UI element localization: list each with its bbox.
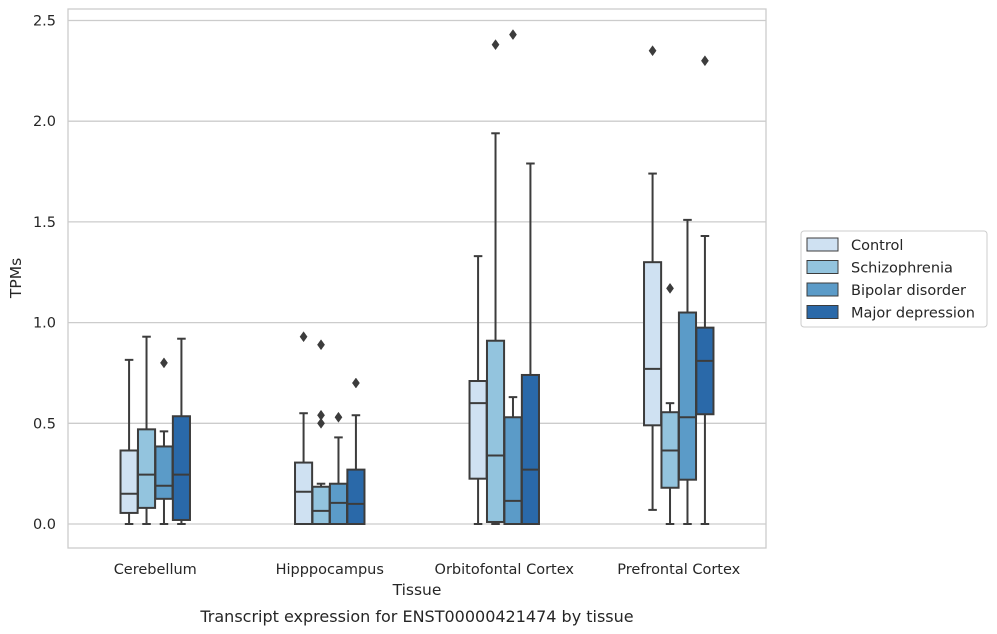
legend-frame [800,230,988,328]
legend-label: Control [851,238,903,254]
y-axis-label: TPMs [7,258,25,299]
box-3-0 [643,45,663,511]
iqr-box [485,339,506,523]
iqr-box [154,445,174,500]
box-0-1 [136,335,157,525]
box-1-0 [294,331,314,525]
x-tick-label: Orbitofontal Cortex [435,562,575,578]
outlier-point [701,55,709,67]
legend-swatch [806,260,839,274]
legend-swatch [806,282,839,297]
legend-swatch [806,305,839,319]
iqr-box [311,485,331,525]
box-2-0 [468,255,488,525]
x-tick-label: Hipppocampus [276,562,384,578]
legend: Control Schizophrenia Bipolar disorder Majo… [800,230,988,328]
box-1-1 [311,339,331,525]
box-2-2 [503,29,523,525]
y-tick-label: 0.5 [33,416,56,432]
iqr-box [119,449,139,514]
outlier-point [317,409,325,421]
box-2-3 [520,162,540,525]
outlier-point [334,411,343,423]
iqr-box [643,261,663,427]
outlier-point [160,357,168,369]
y-tick-label: 2.5 [33,14,56,30]
x-tick-label: Prefrontal Cortex [617,562,740,578]
box-1-3 [346,377,366,526]
box-2-1 [485,39,506,525]
iqr-box [520,373,540,525]
iqr-box [328,482,349,525]
iqr-box [136,428,157,509]
box-0-0 [119,358,139,525]
chart-caption: Transcript expression for ENST0000042147… [199,607,633,626]
outlier-point [491,39,500,51]
outlier-point [299,331,308,343]
iqr-box [171,415,191,521]
y-tick-label: 2.0 [33,114,56,130]
plot-area [67,8,767,549]
outlier-point [317,339,325,351]
iqr-box [503,416,523,525]
outlier-point [317,417,325,429]
boxes [119,29,715,526]
outlier-point [352,377,360,389]
box-3-2 [677,218,698,525]
box-3-3 [695,55,715,525]
y-tick-label: 0.0 [33,517,56,533]
legend-label: Major depression [851,306,975,322]
legend-label: Bipolar disorder [851,283,966,299]
outlier-point [509,29,517,41]
box-1-2 [328,411,349,525]
iqr-box [677,311,698,481]
box-0-2 [154,357,174,525]
legend-swatch [806,237,839,252]
outlier-point [666,282,674,294]
iqr-box [346,468,366,526]
box-0-3 [171,337,191,525]
x-axis-label: Tissue [392,581,442,599]
iqr-box [695,326,715,416]
legend-label: Schizophrenia [851,261,953,277]
y-tick-labels: 0.0 0.5 1.0 1.5 2.0 2.5 [33,14,56,534]
iqr-box [294,461,314,525]
x-tick-label: Cerebellum [114,562,197,578]
box-3-1 [660,282,680,525]
x-tick-labels: Cerebellum Hipppocampus Orbitofontal Corte… [114,562,741,578]
y-tick-label: 1.0 [33,316,56,332]
outlier-point [648,45,657,57]
y-tick-label: 1.5 [33,215,56,231]
iqr-box [468,380,488,480]
